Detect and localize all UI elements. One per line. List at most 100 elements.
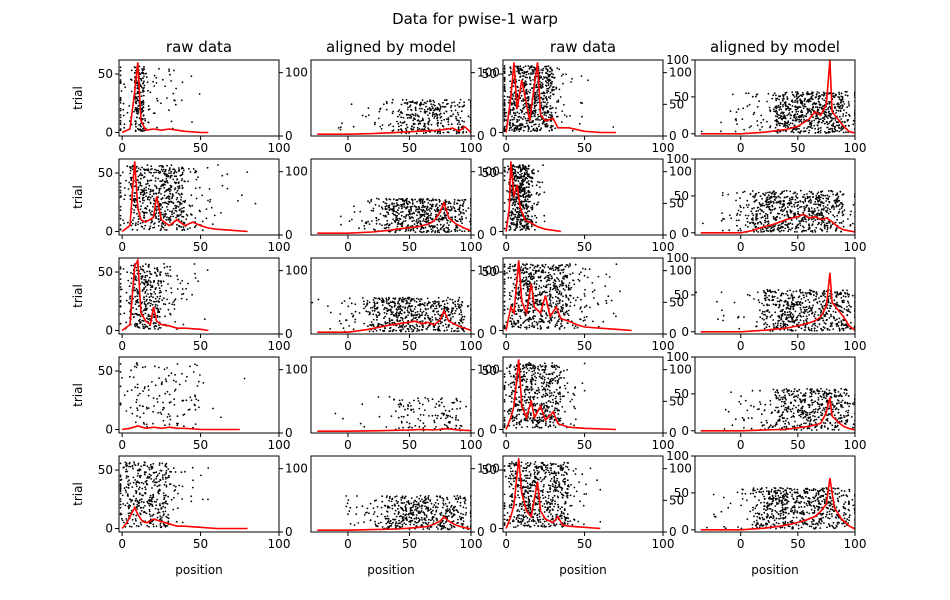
scatter-point bbox=[416, 114, 419, 117]
scatter-point bbox=[172, 178, 175, 181]
scatter-point bbox=[527, 195, 530, 198]
scatter-point bbox=[158, 324, 160, 326]
scatter-point bbox=[428, 214, 430, 217]
scatter-point bbox=[125, 321, 127, 324]
scatter-point bbox=[820, 191, 823, 193]
scatter-point bbox=[447, 202, 450, 205]
scatter-point bbox=[137, 108, 140, 110]
scatter-point bbox=[181, 81, 184, 84]
scatter-point bbox=[514, 112, 517, 115]
scatter-point bbox=[774, 106, 776, 109]
scatter-point bbox=[532, 72, 534, 75]
scatter-point bbox=[536, 203, 539, 206]
scatter-point bbox=[161, 78, 164, 81]
scatter-point bbox=[771, 209, 774, 211]
scatter-point bbox=[119, 186, 122, 188]
scatter-point bbox=[516, 126, 519, 129]
scatter-point bbox=[142, 269, 145, 272]
scatter-point bbox=[519, 109, 522, 111]
scatter-point bbox=[767, 92, 770, 95]
scatter-point bbox=[785, 196, 788, 199]
scatter-point bbox=[552, 73, 555, 76]
scatter-point bbox=[787, 230, 790, 233]
scatter-point bbox=[755, 213, 758, 216]
scatter-point bbox=[399, 111, 402, 114]
scatter-point bbox=[752, 195, 754, 198]
scatter-point bbox=[775, 219, 777, 222]
axes-frame bbox=[118, 257, 280, 335]
scatter-point bbox=[818, 103, 821, 106]
scatter-point bbox=[449, 209, 452, 212]
scatter-point bbox=[736, 192, 738, 194]
scatter-point bbox=[755, 93, 758, 96]
scatter-point bbox=[124, 194, 126, 197]
scatter-point bbox=[145, 317, 148, 319]
scatter-point bbox=[142, 216, 145, 219]
scatter-point bbox=[173, 308, 176, 310]
scatter-point bbox=[541, 69, 544, 72]
scatter-point bbox=[439, 105, 442, 108]
scatter-point bbox=[379, 125, 382, 128]
scatter-point bbox=[461, 105, 464, 108]
scatter-point bbox=[811, 120, 813, 123]
scatter-point bbox=[819, 205, 822, 207]
scatter-point bbox=[766, 205, 769, 208]
scatter-point bbox=[122, 102, 125, 105]
scatter-point bbox=[146, 326, 149, 328]
scatter-point bbox=[521, 110, 524, 113]
scatter-point bbox=[522, 227, 525, 229]
scatter-point bbox=[133, 217, 135, 219]
scatter-point bbox=[516, 177, 519, 180]
scatter-point bbox=[164, 315, 166, 318]
scatter-point bbox=[837, 212, 840, 215]
scatter-point bbox=[513, 103, 516, 105]
scatter-point bbox=[542, 121, 545, 124]
scatter-point bbox=[815, 226, 818, 229]
scatter-point bbox=[838, 91, 840, 94]
scatter-point bbox=[802, 107, 805, 109]
scatter-point bbox=[169, 215, 172, 218]
scatter-point bbox=[832, 193, 834, 196]
scatter-point bbox=[458, 214, 460, 216]
scatter-point bbox=[388, 204, 391, 207]
scatter-point bbox=[824, 110, 826, 113]
scatter-point bbox=[166, 196, 169, 199]
scatter-point bbox=[161, 299, 164, 302]
scatter-point bbox=[191, 121, 193, 123]
scatter-point bbox=[523, 191, 526, 194]
scatter-point bbox=[173, 212, 175, 215]
scatter-point bbox=[739, 214, 741, 216]
scatter-point bbox=[396, 203, 399, 206]
scatter-point bbox=[526, 210, 529, 213]
scatter-point bbox=[766, 213, 769, 216]
scatter-point bbox=[171, 197, 173, 200]
right-y-tick-label: 0 bbox=[285, 327, 293, 341]
scatter-point bbox=[411, 113, 414, 116]
scatter-point bbox=[817, 222, 820, 225]
scatter-point bbox=[134, 185, 136, 188]
scatter-point bbox=[555, 107, 557, 109]
scatter-point bbox=[817, 209, 820, 212]
scatter-point bbox=[405, 102, 407, 104]
scatter-point bbox=[417, 220, 420, 223]
y-tick-label: 0 bbox=[489, 224, 497, 238]
scatter-point bbox=[119, 79, 122, 81]
scatter-point bbox=[421, 210, 424, 212]
scatter-point bbox=[786, 223, 788, 226]
scatter-point bbox=[811, 108, 813, 111]
scatter-point bbox=[156, 126, 158, 129]
scatter-point bbox=[119, 66, 122, 69]
scatter-point bbox=[133, 211, 135, 214]
scatter-point bbox=[399, 121, 402, 124]
scatter-point bbox=[174, 321, 177, 323]
scatter-point bbox=[761, 126, 763, 128]
scatter-point bbox=[139, 182, 142, 185]
scatter-point bbox=[795, 111, 798, 113]
scatter-point bbox=[414, 106, 417, 109]
scatter-point bbox=[503, 227, 506, 230]
scatter-point bbox=[541, 83, 544, 86]
scatter-point bbox=[542, 164, 544, 167]
scatter-point bbox=[430, 199, 433, 202]
scatter-point bbox=[161, 206, 164, 209]
scatter-point bbox=[512, 85, 515, 88]
